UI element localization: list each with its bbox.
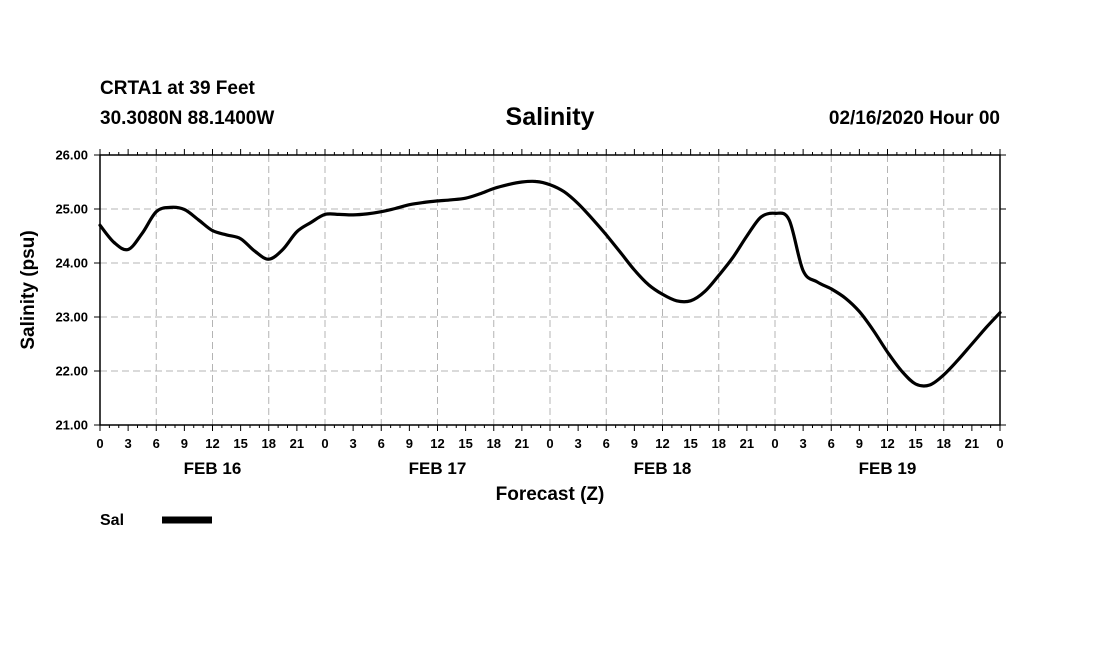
day-label: FEB 19: [859, 459, 917, 478]
legend-label: Sal: [100, 512, 124, 529]
x-tick-label: 3: [800, 436, 807, 451]
x-tick-label: 18: [712, 436, 726, 451]
legend: Sal: [100, 512, 212, 529]
x-tick-label: 18: [487, 436, 501, 451]
x-tick-label: 6: [828, 436, 835, 451]
series-layer: [98, 179, 1002, 388]
x-tick-label: 15: [683, 436, 697, 451]
x-tick-label: 3: [350, 436, 357, 451]
grid: [100, 155, 1000, 425]
x-tick-label: 15: [908, 436, 922, 451]
x-tick-label: 12: [205, 436, 219, 451]
x-tick-label: 18: [262, 436, 276, 451]
x-tick-label: 0: [996, 436, 1003, 451]
x-tick-label: 0: [546, 436, 553, 451]
x-tick-label: 15: [233, 436, 247, 451]
tick-labels: 21.00 22.00 23.00 24.00 25.00 26.00 0 3 6 9 12 15 18…: [55, 148, 1003, 479]
x-tick-label: 21: [515, 436, 529, 451]
series-line-sal: [98, 179, 1002, 388]
x-tick-label: 12: [880, 436, 894, 451]
x-tick-label: 6: [153, 436, 160, 451]
x-tick-label: 21: [740, 436, 754, 451]
x-axis-label: Forecast (Z): [496, 484, 605, 505]
x-tick-label: 21: [965, 436, 979, 451]
y-tick-label: 25.00: [55, 202, 88, 217]
x-tick-label: 0: [321, 436, 328, 451]
x-tick-label: 12: [655, 436, 669, 451]
x-tick-label: 21: [290, 436, 304, 451]
x-tick-label: 3: [575, 436, 582, 451]
y-tick-label: 24.00: [55, 256, 88, 271]
plot-frame: [99, 154, 1001, 426]
forecast-datetime: 02/16/2020 Hour 00: [829, 108, 1000, 129]
x-tick-label: 6: [603, 436, 610, 451]
x-tick-label: 9: [856, 436, 863, 451]
x-tick-label: 15: [458, 436, 472, 451]
y-tick-label: 21.00: [55, 418, 88, 433]
x-tick-label: 18: [937, 436, 951, 451]
day-label: FEB 17: [409, 459, 467, 478]
station-label: CRTA1 at 39 Feet: [100, 78, 256, 99]
y-axis-label: Salinity (psu): [18, 230, 39, 349]
y-tick-label: 23.00: [55, 310, 88, 325]
x-tick-label: 6: [378, 436, 385, 451]
x-tick-label: 9: [181, 436, 188, 451]
x-tick-label: 0: [96, 436, 103, 451]
chart-title: Salinity: [506, 103, 595, 131]
x-tick-label: 9: [406, 436, 413, 451]
y-tick-label: 26.00: [55, 148, 88, 163]
x-tick-label: 12: [430, 436, 444, 451]
x-tick-label: 3: [125, 436, 132, 451]
day-label: FEB 18: [634, 459, 692, 478]
x-tick-label: 9: [631, 436, 638, 451]
y-tick-label: 22.00: [55, 364, 88, 379]
day-label: FEB 16: [184, 459, 242, 478]
station-coords: 30.3080N 88.1400W: [100, 108, 274, 129]
x-tick-label: 0: [771, 436, 778, 451]
